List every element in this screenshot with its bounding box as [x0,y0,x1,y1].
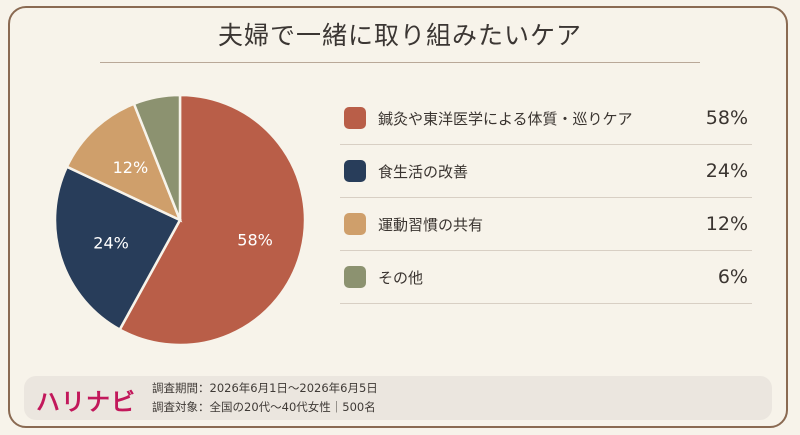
legend-label: その他 [378,268,424,287]
legend: 鍼灸や東洋医学による体質・巡りケア 58% 食生活の改善 24% 運動習慣の共有… [340,92,752,304]
pie-slice [132,93,182,221]
pie-slice [118,93,307,347]
survey-target: 調査対象：全国の20代〜40代女性｜500名 [152,400,376,414]
legend-item: 食生活の改善 24% [340,145,752,198]
chart-title: 夫婦で一緒に取り組みたいケア [217,21,582,50]
legend-value: 58% [705,107,748,129]
legend-swatch [344,107,366,129]
legend-swatch [344,266,366,288]
pie-chart: 58% 24% 12% [53,93,307,347]
slice-label: 24% [93,233,129,252]
brand-logo: ハリナビ [36,388,136,416]
legend-swatch [344,160,366,182]
footer-bar: ハリナビ 調査期間：2026年6月1日〜2026年6月5日 調査対象：全国の20… [24,376,772,420]
title-divider [100,62,700,63]
survey-period: 調査期間：2026年6月1日〜2026年6月5日 [152,381,378,395]
legend-value: 24% [705,160,748,182]
legend-value: 12% [705,213,748,235]
pie-slice [53,165,182,332]
legend-swatch [344,213,366,235]
legend-label: 鍼灸や東洋医学による体質・巡りケア [378,109,633,128]
legend-label: 食生活の改善 [378,162,469,181]
slice-label: 12% [113,158,149,177]
legend-value: 6% [717,266,748,288]
legend-item: その他 6% [340,251,752,304]
pie-slice [65,102,183,223]
legend-item: 鍼灸や東洋医学による体質・巡りケア 58% [340,92,752,145]
slice-label: 58% [237,230,273,249]
legend-item: 運動習慣の共有 12% [340,198,752,251]
legend-label: 運動習慣の共有 [378,215,484,234]
